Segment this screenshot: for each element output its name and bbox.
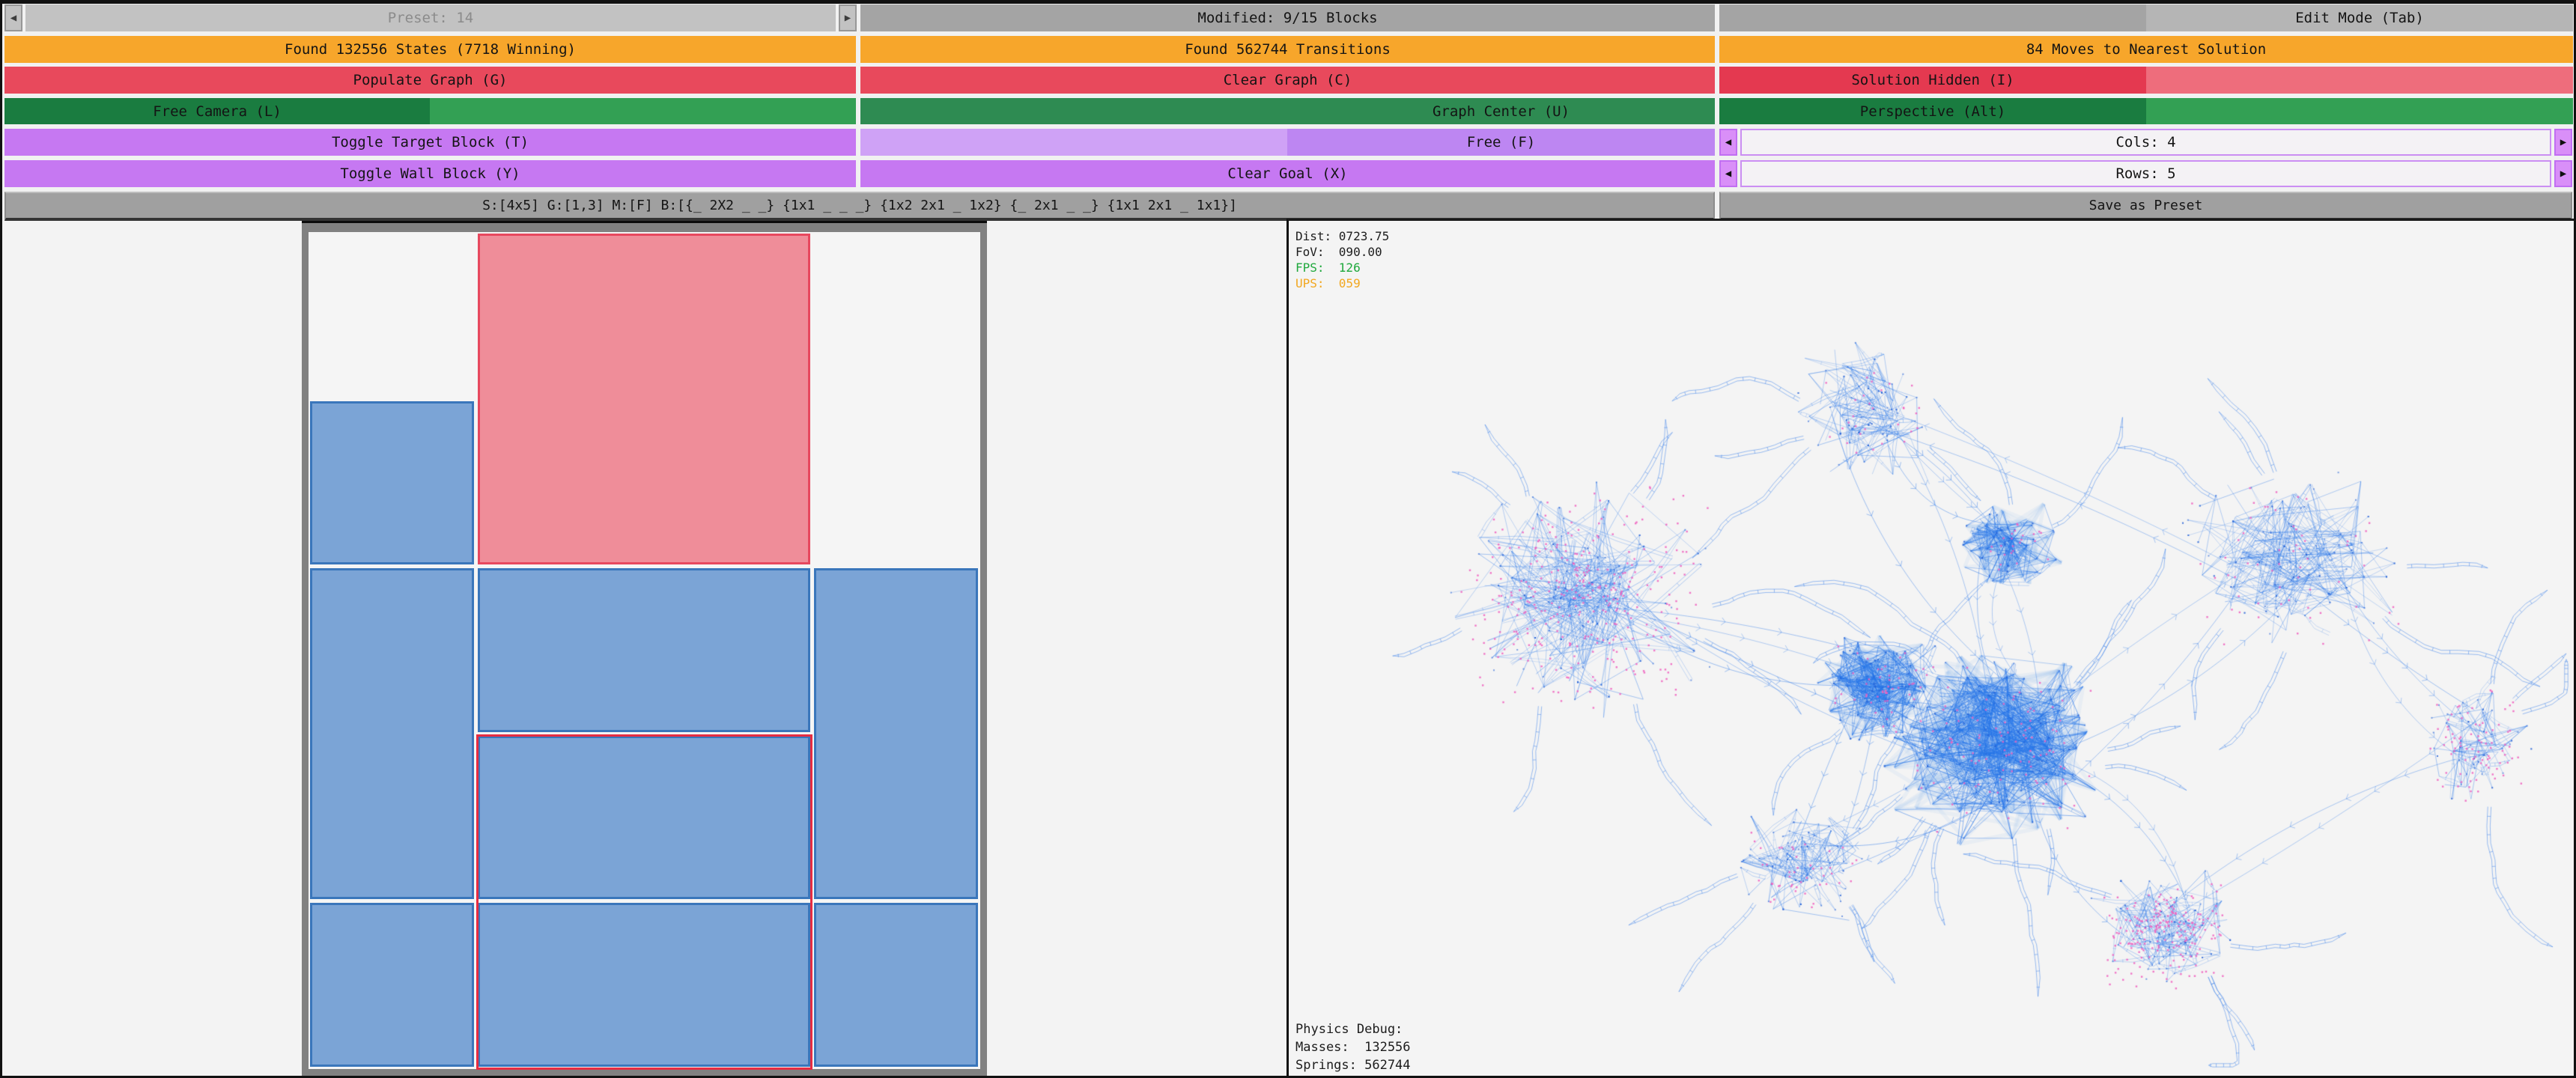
found-states-status[interactable]: Found 132556 States (7718 Winning)	[4, 36, 856, 63]
modified-blocks-status[interactable]: Modified: 9/15 Blocks	[860, 4, 1715, 31]
puzzle-block[interactable]	[310, 903, 475, 1067]
puzzle-board-grid	[309, 232, 980, 1070]
puzzle-block[interactable]	[310, 401, 475, 565]
camera-debug-overlay: Dist: 0723.75 FoV: 090.00 FPS: 126 UPS: …	[1295, 228, 1389, 291]
camera-debug-fov: FoV: 090.00	[1295, 245, 1382, 259]
preset-prev-button[interactable]: ◀	[4, 4, 22, 31]
free-mode-button[interactable]: Free (F)	[1287, 129, 1715, 156]
puzzle-block[interactable]	[478, 903, 810, 1067]
puzzle-panel	[2, 221, 1287, 1076]
puzzle-board[interactable]	[302, 223, 987, 1076]
rows-decrement-button[interactable]: ◀	[1719, 160, 1737, 187]
puzzle-block[interactable]	[813, 903, 978, 1067]
edit-mode-button[interactable]: Edit Mode (Tab)	[2146, 4, 2573, 31]
solution-hidden-toggle[interactable]: Solution Hidden (I)	[1719, 67, 2146, 94]
perspective-toggle[interactable]: Perspective (Alt)	[1719, 98, 2146, 124]
clear-graph-button[interactable]: Clear Graph (C)	[860, 67, 1715, 94]
puzzle-block[interactable]	[310, 568, 475, 900]
rows-stepper-field[interactable]: Rows: 5	[1740, 160, 2551, 187]
state-graph-viewport: Dist: 0723.75 FoV: 090.00 FPS: 126 UPS: …	[1287, 219, 2574, 1076]
moves-to-solution-status[interactable]: 84 Moves to Nearest Solution	[1719, 36, 2573, 63]
edit-mode-fill[interactable]	[1719, 4, 2146, 31]
physics-debug-title: Physics Debug:	[1295, 1022, 1403, 1037]
puzzle-block[interactable]	[478, 735, 810, 900]
physics-debug-masses: Masses: 132556	[1295, 1040, 1411, 1055]
graph-center-button[interactable]: Graph Center (U)	[1287, 98, 1715, 124]
rows-increment-button[interactable]: ▶	[2554, 160, 2572, 187]
board-config-string[interactable]: S:[4x5] G:[1,3] M:[F] B:[{_ 2X2 _ _} {1x…	[4, 192, 1715, 221]
camera-debug-ups: UPS: 059	[1295, 276, 1361, 290]
camera-debug-dist: Dist: 0723.75	[1295, 229, 1390, 243]
save-as-preset-button[interactable]: Save as Preset	[1719, 192, 2572, 221]
graph-center-fill[interactable]	[860, 98, 1287, 124]
puzzle-block[interactable]	[478, 568, 810, 732]
free-camera-fill[interactable]	[430, 98, 856, 124]
goal-outline	[476, 734, 812, 1070]
camera-debug-fps: FPS: 126	[1295, 261, 1361, 275]
populate-graph-button[interactable]: Populate Graph (G)	[4, 67, 856, 94]
perspective-fill[interactable]	[2146, 98, 2573, 124]
physics-debug-springs: Springs: 562744	[1295, 1058, 1411, 1073]
toggle-wall-block-button[interactable]: Toggle Wall Block (Y)	[4, 160, 856, 187]
free-mode-fill[interactable]	[860, 129, 1287, 156]
puzzle-block[interactable]	[813, 568, 978, 900]
solution-hidden-fill[interactable]	[2146, 67, 2573, 94]
preset-display[interactable]: Preset: 14	[25, 4, 836, 31]
physics-debug-overlay: Physics Debug: Masses: 132556 Springs: 5…	[1295, 1020, 1411, 1074]
cols-stepper-field[interactable]: Cols: 4	[1740, 129, 2551, 156]
found-transitions-status[interactable]: Found 562744 Transitions	[860, 36, 1715, 63]
cols-increment-button[interactable]: ▶	[2554, 129, 2572, 156]
cols-decrement-button[interactable]: ◀	[1719, 129, 1737, 156]
state-graph-canvas[interactable]	[1289, 221, 2572, 1071]
target-block[interactable]	[478, 234, 810, 565]
free-camera-toggle[interactable]: Free Camera (L)	[4, 98, 430, 124]
clear-goal-button[interactable]: Clear Goal (X)	[860, 160, 1715, 187]
preset-next-button[interactable]: ▶	[839, 4, 857, 31]
toggle-target-block-button[interactable]: Toggle Target Block (T)	[4, 129, 856, 156]
